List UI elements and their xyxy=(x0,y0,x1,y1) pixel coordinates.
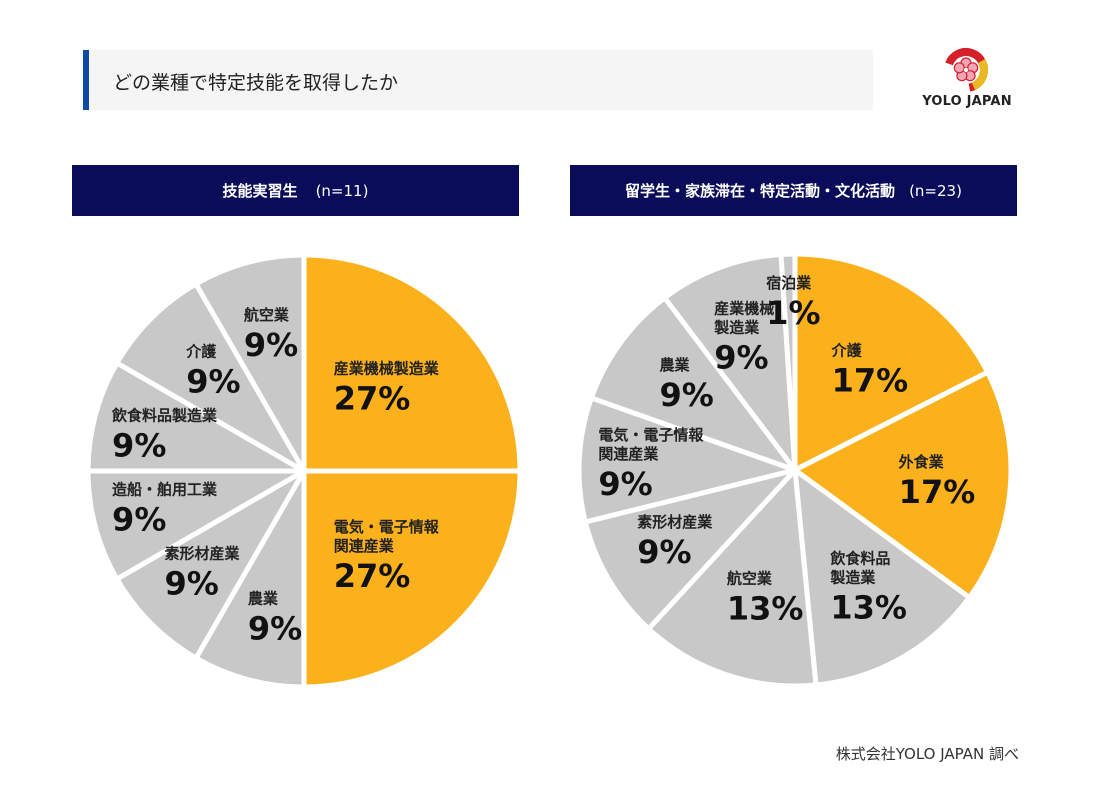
left-value-label-5: 9% xyxy=(112,427,166,465)
right-category-label-0-0: 介護 xyxy=(831,341,863,359)
cherry-blossom-logo-icon xyxy=(944,48,988,92)
right-slice-label-3: 航空業 13% xyxy=(727,569,804,627)
left-value-label-3: 9% xyxy=(164,564,218,602)
left-value-label-6: 9% xyxy=(186,363,240,401)
left-category-label-1-0: 電気・電子情報 xyxy=(334,518,440,536)
right-slice-6 xyxy=(588,295,798,473)
source-note: 株式会社YOLO JAPAN 調べ xyxy=(835,745,1019,763)
left-category-label-7-0: 航空業 xyxy=(244,306,290,324)
right-category-label-6-0: 農業 xyxy=(659,356,690,374)
left-category-label-0-0: 産業機械製造業 xyxy=(334,359,440,377)
right-value-label-3: 13% xyxy=(727,589,804,627)
right-category-label-5-0: 電気・電子情報 xyxy=(598,426,704,444)
left-slice-5 xyxy=(85,360,307,474)
right-slice-label-7: 産業機械製造業 9% xyxy=(713,299,774,376)
left-slice-0 xyxy=(301,252,523,474)
right-category-label-2-0: 飲食料品 xyxy=(829,549,890,567)
right-category-label-4-0: 素形材産業 xyxy=(637,513,713,531)
right-slice-label-2: 飲食料品製造業 13% xyxy=(829,549,907,626)
left-slice-label-3: 素形材産業 9% xyxy=(164,544,240,602)
left-slice-label-0: 産業機械製造業 27% xyxy=(334,359,440,417)
right-slice-label-0: 介護 17% xyxy=(831,341,909,399)
left-value-label-0: 27% xyxy=(334,379,411,417)
right-chart-title: 留学生・家族滞在・特定活動・文化活動 xyxy=(625,182,896,200)
right-value-label-2: 13% xyxy=(830,588,907,626)
yolo-japan-logo: YOLO JAPAN xyxy=(915,47,1019,113)
right-category-label-8-0: 宿泊業 xyxy=(766,274,812,292)
left-slice-3 xyxy=(114,468,307,661)
left-chart-title: 技能実習生 xyxy=(222,182,298,200)
left-slice-4 xyxy=(85,468,307,582)
right-pie-chart: 介護17%外食業17%飲食料品製造業13%航空業13%素形材産業9%電気・電子情… xyxy=(576,251,1014,689)
right-slice-8 xyxy=(778,251,798,473)
right-value-label-8: 1% xyxy=(766,294,820,332)
right-slice-3 xyxy=(646,467,819,689)
right-value-label-4: 9% xyxy=(637,533,691,571)
right-chart-header: 留学生・家族滞在・特定活動・文化活動 (n=23) xyxy=(570,165,1017,216)
left-value-label-7: 9% xyxy=(244,326,298,364)
right-category-label-1-0: 外食業 xyxy=(898,453,945,471)
left-slice-6 xyxy=(114,281,307,474)
left-slice-label-7: 航空業 9% xyxy=(244,306,298,364)
right-slice-label-4: 素形材産業 9% xyxy=(637,513,713,571)
left-chart-n: (n=11) xyxy=(315,181,369,200)
right-slice-5 xyxy=(576,395,798,525)
left-slice-label-2: 農業 9% xyxy=(248,590,302,648)
left-value-label-2: 9% xyxy=(248,610,302,648)
right-category-label-5-1: 関連産業 xyxy=(598,445,659,463)
title-bar: どの業種で特定技能を取得したか xyxy=(83,50,873,110)
right-value-label-6: 9% xyxy=(659,376,713,414)
right-slice-label-8: 宿泊業 1% xyxy=(766,274,820,332)
left-slice-label-6: 介護 9% xyxy=(185,343,240,401)
left-category-label-4-0: 造船・舶用工業 xyxy=(112,480,218,498)
left-slice-1 xyxy=(301,468,523,690)
right-slice-0 xyxy=(792,251,991,473)
left-slice-7 xyxy=(193,252,307,474)
left-category-label-5-0: 飲食料品製造業 xyxy=(111,407,218,425)
right-value-label-0: 17% xyxy=(832,361,909,399)
right-value-label-1: 17% xyxy=(899,473,976,511)
right-category-label-2-1: 製造業 xyxy=(829,568,876,586)
left-slice-2 xyxy=(193,468,307,690)
left-category-label-3-0: 素形材産業 xyxy=(164,544,240,562)
page-title: どの業種で特定技能を取得したか xyxy=(113,72,399,94)
logo-text: YOLO JAPAN xyxy=(922,94,1012,109)
left-category-label-1-1: 関連産業 xyxy=(334,537,395,555)
left-value-label-4: 9% xyxy=(112,500,166,538)
left-slice-label-5: 飲食料品製造業 9% xyxy=(111,407,218,465)
right-slice-label-1: 外食業 17% xyxy=(898,453,976,511)
left-category-label-6-0: 介護 xyxy=(185,343,217,361)
right-category-label-3-0: 航空業 xyxy=(727,569,773,587)
left-value-label-1: 27% xyxy=(334,557,411,595)
left-category-label-2-0: 農業 xyxy=(248,590,279,608)
left-slice-label-4: 造船・舶用工業 9% xyxy=(112,480,218,538)
right-category-label-7-0: 産業機械 xyxy=(714,299,774,317)
left-pie-chart: 産業機械製造業27%電気・電子情報関連産業27%農業9%素形材産業9%造船・舶用… xyxy=(85,252,523,690)
right-slice-1 xyxy=(792,369,1014,601)
right-slice-2 xyxy=(792,467,972,688)
right-value-label-5: 9% xyxy=(598,465,652,503)
left-chart-header: 技能実習生 (n=11) xyxy=(72,165,519,216)
right-value-label-7: 9% xyxy=(714,338,768,376)
right-slice-7 xyxy=(662,251,798,473)
right-chart-n: (n=23) xyxy=(909,181,962,200)
right-category-label-7-1: 製造業 xyxy=(713,318,760,336)
right-slice-label-6: 農業 9% xyxy=(659,356,713,414)
